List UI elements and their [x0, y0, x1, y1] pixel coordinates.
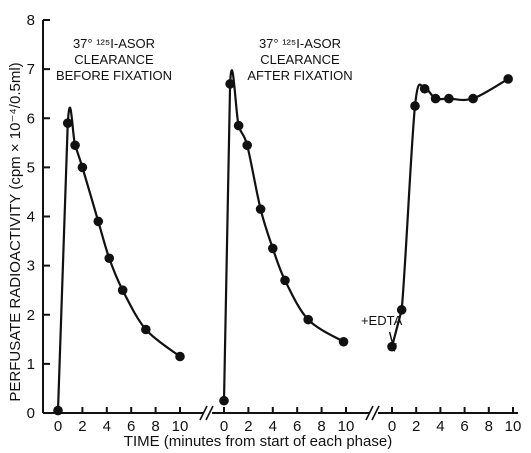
- data-point: [104, 253, 115, 264]
- series-panel-1: [53, 106, 185, 416]
- data-point: [430, 93, 441, 104]
- x-tick-label: 8: [151, 418, 159, 435]
- y-tick-label: 2: [27, 307, 35, 324]
- annotation-line: CLEARANCE: [260, 52, 340, 67]
- data-point: [233, 120, 244, 131]
- annotation-line: 37° ¹²⁵I-ASOR: [259, 36, 341, 51]
- y-tick-label: 5: [27, 159, 35, 176]
- edta-label: +EDTA: [361, 313, 403, 328]
- series-line-2: [222, 69, 345, 401]
- y-tick-label: 1: [27, 356, 35, 373]
- data-point: [396, 305, 407, 315]
- x-tick-label: 10: [172, 418, 189, 435]
- x-tick-label: 0: [388, 418, 396, 435]
- data-point: [468, 93, 478, 104]
- y-axis-title: PERFUSATE RADIOACTIVITY (cpm × 10⁻⁴/0.5m…: [7, 62, 24, 401]
- axis-break-1: [199, 405, 214, 421]
- data-point: [53, 405, 63, 416]
- y-tick-label: 0: [27, 405, 35, 422]
- data-point: [141, 324, 151, 335]
- edta-annotation: +EDTA: [361, 313, 403, 352]
- data-point: [444, 93, 454, 104]
- edta-arrow-head: [389, 343, 397, 352]
- data-point: [503, 74, 513, 84]
- y-tick-label: 8: [27, 12, 35, 29]
- series-panel-2: [219, 69, 349, 406]
- x-tick-label: 6: [127, 418, 135, 435]
- y-tick-label: 7: [27, 61, 35, 78]
- data-point: [255, 204, 266, 214]
- annotation-line: BEFORE FIXATION: [56, 68, 172, 83]
- data-point: [268, 243, 278, 254]
- y-tick-label: 4: [27, 209, 35, 226]
- data-point: [117, 285, 128, 295]
- annotation-line: CLEARANCE: [74, 52, 154, 67]
- y-tick-label: 3: [27, 258, 35, 275]
- series-line-1: [56, 106, 181, 411]
- data-point: [219, 395, 229, 406]
- y-tick-label: 6: [27, 110, 35, 127]
- data-point: [77, 162, 88, 173]
- data-point: [242, 140, 252, 151]
- x-tick-label: 2: [78, 418, 86, 435]
- annotation-line: AFTER FIXATION: [247, 68, 352, 83]
- x-tick-label: 8: [317, 418, 325, 435]
- data-point: [419, 83, 430, 94]
- annotation-line: 37° ¹²⁵I-ASOR: [73, 36, 155, 51]
- data-point: [303, 314, 313, 325]
- x-tick-label: 2: [244, 418, 252, 435]
- data-point: [175, 351, 185, 362]
- x-tick-label: 4: [436, 418, 444, 435]
- axis-break-2: [365, 405, 380, 421]
- series-panel-3: [387, 74, 513, 352]
- x-tick-label: 6: [460, 418, 468, 435]
- x-tick-label: 2: [412, 418, 420, 435]
- x-tick-label: 10: [505, 418, 522, 435]
- data-point: [280, 275, 290, 286]
- x-tick-label: 0: [220, 418, 228, 435]
- x-tick-label: 10: [338, 418, 355, 435]
- data-point: [225, 79, 235, 89]
- x-tick-label: 4: [269, 418, 277, 435]
- data-point: [410, 101, 420, 111]
- data-point: [62, 118, 73, 128]
- x-tick-label: 8: [485, 418, 493, 435]
- data-point: [70, 140, 80, 151]
- x-tick-label: 6: [293, 418, 301, 435]
- x-tick-label: 4: [103, 418, 111, 435]
- series-line-3: [390, 77, 509, 347]
- data-point: [93, 216, 104, 227]
- x-tick-label: 0: [54, 418, 62, 435]
- x-axis-title: TIME (minutes from start of each phase): [124, 433, 392, 450]
- data-point: [338, 336, 349, 347]
